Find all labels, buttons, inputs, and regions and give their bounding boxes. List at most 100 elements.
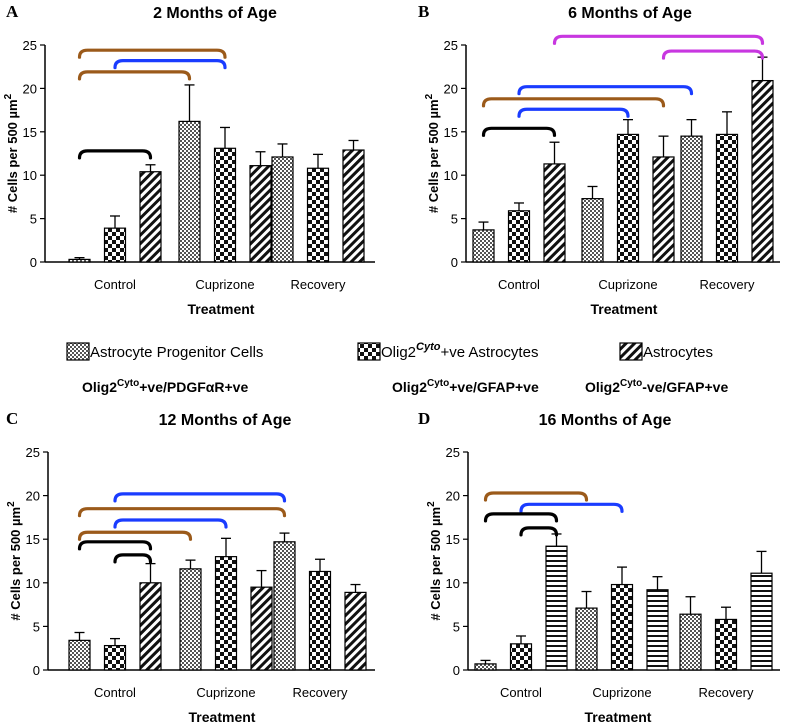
significance-bracket [519, 502, 624, 513]
bar [103, 227, 127, 263]
chart-panel-B: B 6 Months of Age 0 5 10 15 20 25 # Cells per 50… [418, 2, 780, 317]
significance-bracket [481, 97, 666, 108]
bar [679, 613, 702, 671]
significance-bracket [77, 540, 153, 551]
bar [751, 79, 774, 263]
bar [139, 171, 162, 263]
bar [271, 156, 294, 263]
y-tick-label: 10 [26, 576, 40, 591]
significance-bracket [483, 512, 559, 523]
y-tick-label: 20 [23, 81, 37, 96]
x-axis-label: Treatment [188, 301, 255, 317]
y-tick-label: 0 [33, 663, 40, 678]
significance-bracket [519, 526, 559, 537]
bar [139, 582, 162, 671]
x-axis-label: Treatment [591, 301, 658, 317]
x-tick-label: Control [498, 277, 540, 292]
bar [715, 133, 739, 263]
legend-swatch-dots [66, 342, 90, 361]
chart-title: 2 Months of Age [153, 5, 277, 22]
bar [273, 541, 296, 671]
y-tick-label: 15 [444, 125, 458, 140]
y-tick-label: 15 [26, 532, 40, 547]
x-tick-label: Control [94, 685, 136, 700]
legend-sub-1: Olig2Cyto+ve/PDGFαR+ve [82, 378, 248, 395]
significance-bracket [661, 49, 765, 60]
x-tick-label: Recovery [291, 277, 346, 292]
panel-letter: A [6, 2, 19, 21]
bar [581, 198, 604, 263]
bar [308, 570, 332, 671]
x-axis-label: Treatment [189, 709, 256, 724]
chart-panel-A: A 2 Months of Age 0 5 10 15 20 25 # Cells per 50… [3, 2, 375, 317]
bar [616, 133, 640, 263]
panels: A 2 Months of Age 0 5 10 15 20 25 # Cells per 50… [3, 2, 780, 724]
y-tick-label: 20 [446, 489, 460, 504]
x-tick-label: Recovery [293, 685, 348, 700]
x-tick-label: Cuprizone [196, 685, 255, 700]
x-tick-label: Control [500, 685, 542, 700]
y-tick-label: 0 [30, 255, 37, 270]
bar [342, 149, 365, 263]
bar [610, 583, 634, 671]
bar [680, 135, 703, 263]
bar [250, 586, 273, 671]
bar [214, 556, 238, 671]
significance-bracket [77, 70, 192, 81]
bar [68, 258, 91, 263]
x-tick-label: Cuprizone [592, 685, 651, 700]
legend: Astrocyte Progenitor Cells Olig2Cyto+ve … [66, 341, 728, 395]
y-tick-label: 25 [446, 445, 460, 460]
y-axis-label: # Cells per 500 µm2 [426, 501, 443, 621]
y-tick-label: 15 [23, 125, 37, 140]
bar [68, 639, 91, 671]
significance-bracket [113, 553, 153, 564]
y-tick-label: 20 [26, 489, 40, 504]
bar [509, 643, 533, 671]
bar [344, 591, 367, 671]
y-tick-label: 25 [26, 445, 40, 460]
significance-bracket [77, 48, 227, 59]
significance-bracket [77, 149, 153, 160]
y-tick-label: 0 [451, 255, 458, 270]
legend-item-astrocytes: Astrocytes [619, 342, 713, 361]
chart-title: 6 Months of Age [568, 5, 692, 22]
bar [474, 663, 497, 671]
chart-title: 12 Months of Age [159, 412, 292, 429]
significance-bracket [552, 34, 765, 45]
legend-item-olig2: Olig2Cyto+ve Astrocytes [357, 341, 538, 361]
bar [249, 165, 272, 263]
y-tick-label: 10 [23, 168, 37, 183]
y-tick-label: 20 [444, 81, 458, 96]
bar [179, 568, 202, 671]
chart-title: 16 Months of Age [539, 412, 672, 429]
significance-bracket [517, 107, 630, 118]
bar [646, 589, 669, 671]
bar [575, 607, 598, 671]
x-tick-label: Recovery [700, 277, 755, 292]
legend-label-2: Olig2Cyto+ve Astrocytes [381, 341, 538, 361]
significance-bracket [113, 518, 228, 529]
bar [750, 572, 773, 671]
legend-swatch-diag [619, 342, 643, 361]
bar [213, 147, 237, 263]
legend-label-3: Astrocytes [643, 344, 713, 361]
bar [103, 644, 127, 671]
bar [178, 120, 201, 263]
x-tick-label: Cuprizone [598, 277, 657, 292]
y-tick-label: 5 [30, 212, 37, 227]
significance-bracket [483, 491, 589, 502]
legend-item-progenitor: Astrocyte Progenitor Cells [66, 342, 263, 361]
y-axis-label: # Cells per 500 µm2 [6, 501, 23, 621]
y-tick-label: 5 [33, 619, 40, 634]
x-tick-label: Recovery [699, 685, 754, 700]
y-tick-label: 15 [446, 532, 460, 547]
significance-bracket [517, 85, 694, 96]
bar [472, 229, 495, 263]
y-tick-label: 10 [446, 576, 460, 591]
bar [306, 167, 330, 263]
panel-letter: B [418, 2, 429, 21]
panel-letter: C [6, 409, 18, 428]
legend-swatch-check [357, 342, 381, 361]
